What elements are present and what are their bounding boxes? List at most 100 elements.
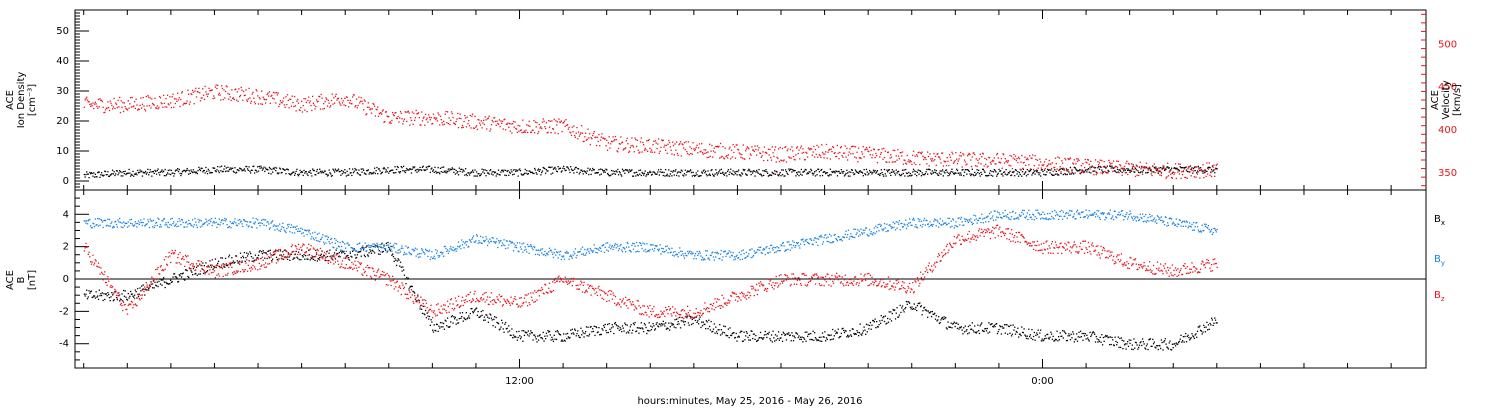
legend-Bx: Bx — [1434, 214, 1445, 227]
series-velocity-point — [100, 99, 103, 102]
series-bx-point — [927, 310, 930, 312]
series-bx-point — [821, 332, 824, 334]
series-density-point — [488, 173, 490, 175]
series-bx-point — [346, 255, 348, 257]
series-bx-point — [191, 271, 193, 273]
series-velocity-point — [694, 148, 697, 150]
series-bx-point — [243, 251, 246, 254]
series-by-point — [131, 223, 133, 225]
series-density-point — [939, 170, 941, 172]
series-velocity-point — [204, 85, 206, 88]
series-by-point — [322, 241, 325, 243]
series-bx-point — [119, 300, 121, 302]
series-density-point — [903, 169, 905, 171]
series-bx-point — [473, 310, 475, 312]
series-velocity-point — [1116, 166, 1119, 168]
series-by-point — [233, 220, 235, 223]
series-velocity-point — [1110, 165, 1112, 167]
series-density-point — [1208, 166, 1210, 169]
series-bx-point — [114, 290, 116, 293]
series-density-point — [1054, 173, 1057, 175]
series-bx-point — [161, 284, 163, 286]
series-velocity-point — [992, 159, 994, 162]
series-density-point — [492, 174, 494, 176]
series-density-point — [310, 172, 312, 174]
series-velocity-point — [676, 152, 679, 155]
series-bx-point — [158, 280, 160, 283]
series-bx-point — [756, 339, 759, 342]
series-by-point — [144, 225, 146, 227]
series-density-point — [535, 172, 537, 174]
series-by-point — [145, 223, 147, 226]
series-by-point — [257, 222, 260, 225]
series-density-point — [956, 168, 958, 170]
series-bx-point — [1175, 342, 1177, 344]
series-velocity-point — [844, 145, 846, 147]
series-by-point — [198, 221, 200, 223]
series-density-point — [556, 170, 559, 173]
series-density-point — [763, 170, 766, 172]
series-velocity-point — [577, 131, 580, 133]
series-density-point — [1015, 169, 1017, 172]
series-velocity-point — [814, 148, 817, 151]
series-bx-point — [162, 277, 165, 279]
x-tick-label: 0:00 — [1031, 376, 1053, 387]
series-velocity-point — [479, 122, 481, 124]
series-velocity-point — [268, 91, 271, 93]
series-velocity-point — [373, 105, 376, 107]
series-bx-point — [788, 332, 790, 334]
series-bx-point — [646, 332, 648, 335]
series-velocity-point — [1023, 161, 1025, 164]
series-velocity-point — [1105, 171, 1107, 174]
series-velocity-point — [271, 94, 273, 97]
series-velocity-point — [150, 107, 152, 109]
series-density-point — [616, 171, 618, 173]
series-bx-point — [497, 323, 500, 325]
series-density-point — [729, 171, 731, 173]
series-density-point — [1196, 170, 1199, 172]
series-velocity-point — [708, 143, 711, 145]
series-bx-point — [436, 323, 439, 326]
series-bx-point — [629, 326, 631, 328]
series-density-point — [763, 174, 765, 177]
series-velocity-point — [512, 123, 514, 125]
series-density-point — [1206, 170, 1208, 173]
series-density-point — [96, 176, 98, 178]
series-density-point — [959, 172, 962, 174]
series-bx-point — [300, 258, 302, 261]
series-bx-point — [856, 329, 858, 332]
series-by-point — [191, 225, 193, 227]
series-bx-point — [877, 326, 879, 328]
series-density-point — [439, 173, 441, 175]
series-velocity-point — [322, 108, 324, 110]
series-velocity-point — [792, 155, 795, 158]
series-density-point — [727, 169, 730, 171]
series-bx-point — [850, 334, 852, 336]
series-by-point — [183, 226, 185, 228]
series-bx-point — [508, 325, 510, 327]
series-velocity-point — [478, 119, 480, 121]
series-velocity-point — [576, 126, 578, 129]
series-bx-point — [799, 338, 801, 341]
series-density-point — [468, 174, 471, 176]
series-density-point — [669, 173, 672, 175]
series-bx-point — [862, 330, 864, 332]
series-density-point — [1076, 170, 1079, 172]
series-density-point — [1017, 175, 1020, 177]
series-bx-point — [1110, 343, 1112, 346]
series-density-point — [1101, 169, 1103, 171]
series-velocity-point — [857, 147, 860, 149]
series-density-point — [399, 170, 402, 173]
series-velocity-point — [1145, 166, 1147, 168]
series-velocity-point — [721, 155, 723, 158]
series-density-point — [356, 172, 359, 174]
series-density-point — [155, 173, 158, 175]
series-bx-point — [412, 290, 414, 293]
series-velocity-point — [895, 155, 897, 157]
series-bx-point — [541, 336, 543, 339]
series-velocity-point — [687, 141, 690, 143]
series-bx-point — [1036, 332, 1038, 334]
series-velocity-point — [792, 150, 794, 152]
series-density-point — [297, 173, 299, 176]
series-bx-point — [337, 255, 340, 258]
